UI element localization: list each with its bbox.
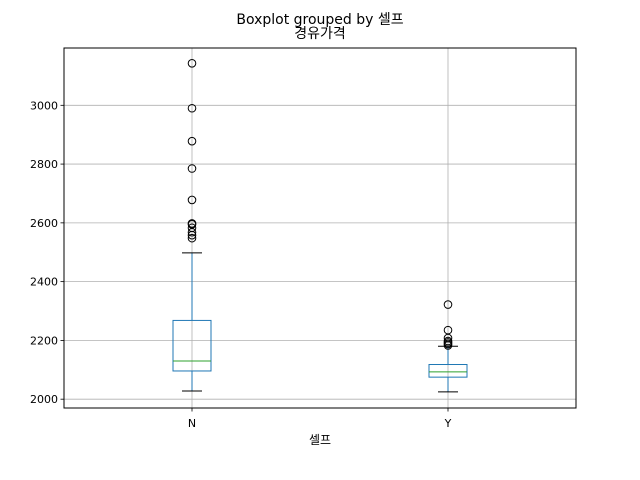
outlier-point-Y-3	[443, 336, 453, 346]
iqr-box-Y	[428, 364, 468, 378]
x-axis-label: 셀프	[309, 433, 331, 447]
grid-lines	[64, 48, 576, 408]
box-group-Y	[428, 300, 468, 393]
y-tick-label-3000: 3000	[30, 99, 58, 112]
x-tick-label-N: N	[188, 417, 196, 430]
outlier-point-N-6	[187, 195, 197, 205]
y-tick-label-2000: 2000	[30, 393, 58, 406]
axis-ticks: 2000 2200 2400 2600 2800 3000 N Y	[30, 99, 452, 430]
outlier-point-N-3	[187, 223, 197, 233]
boxes-group	[172, 58, 468, 393]
outlier-point-N-5	[187, 219, 197, 228]
y-tick-label-2200: 2200	[30, 334, 58, 347]
chart-suptitle: Boxplot grouped by 셀프	[236, 12, 403, 28]
plot-area-frame	[63, 47, 577, 409]
y-tick-label-2400: 2400	[30, 276, 58, 289]
iqr-box-N	[172, 319, 212, 372]
outlier-point-Y-5	[443, 325, 453, 335]
outlier-point-N-8	[187, 136, 197, 146]
x-tick-label-Y: Y	[444, 417, 452, 430]
outlier-point-N-0	[187, 233, 197, 243]
outlier-point-N-9	[187, 103, 197, 113]
y-tick-label-2600: 2600	[30, 217, 58, 230]
outlier-point-N-10	[187, 58, 197, 68]
chart-title: 경유가격	[294, 26, 346, 42]
outlier-point-Y-6	[443, 300, 453, 309]
outlier-point-N-7	[187, 164, 197, 173]
y-tick-label-2800: 2800	[30, 158, 58, 171]
box-group-N	[172, 58, 212, 392]
